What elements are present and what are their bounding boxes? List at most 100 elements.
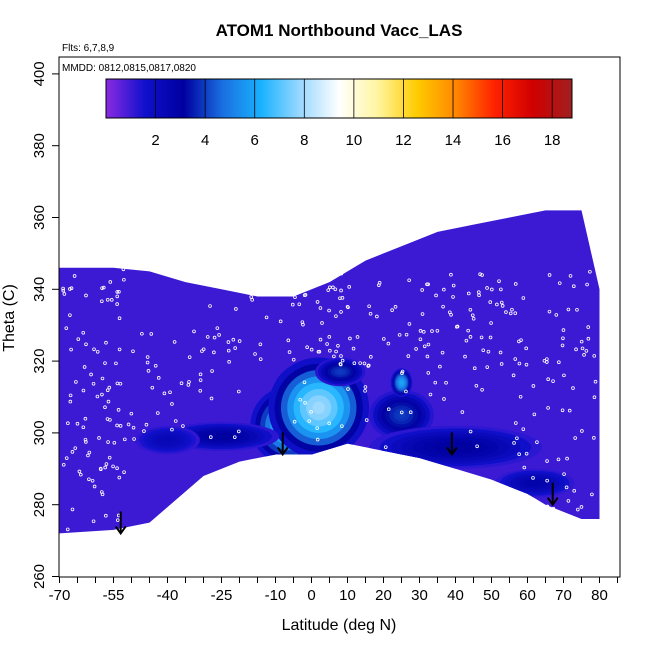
sample-point [150,385,155,390]
sample-point [105,297,110,302]
sample-point [339,271,344,276]
sample-point [132,437,136,441]
sample-points [61,267,598,532]
sample-point [490,287,494,292]
sample-point [315,426,319,430]
x-tick-label: 50 [483,587,500,604]
sample-point [95,349,100,354]
sample-point [99,467,103,471]
sample-point [480,273,484,277]
sample-point [68,287,72,291]
sample-point [325,342,329,346]
sample-point [472,366,477,371]
sample-point [566,499,571,503]
sample-point [522,465,527,470]
sample-point [531,384,536,388]
sample-point [115,518,120,522]
sample-point [69,286,74,291]
sample-point [320,321,324,325]
sample-point [551,506,556,511]
sample-point [470,313,475,318]
x-axis: -70 -55 -40 -25 -10 0 10 20 30 40 50 60 70 80 [49,577,618,604]
sample-point [326,288,331,292]
sample-point [309,409,313,414]
sample-point [105,388,110,393]
sample-point [117,475,122,480]
sample-point [499,300,504,305]
sample-point [535,440,539,444]
sample-point [212,350,216,355]
sample-point [62,292,67,296]
sample-point [422,344,427,349]
sample-point [407,278,411,283]
sample-point [327,308,331,313]
sample-point [580,429,584,433]
sample-point [107,385,112,390]
y-axis: 260 280 300 320 340 360 380 400 [31,61,59,589]
sample-point [366,364,371,368]
sample-point [89,372,93,377]
sample-point [298,397,302,402]
sample-point [474,383,479,388]
sample-point [328,285,332,290]
sample-point [407,322,412,326]
sample-point [574,347,578,352]
sample-point [340,296,345,300]
sample-point [140,331,144,336]
y-tick-label: 260 [31,564,48,589]
sample-point [404,389,408,394]
sample-point [420,312,425,316]
sample-point [101,285,106,290]
sample-point [210,369,214,373]
sample-point [327,421,331,426]
sample-point [451,295,455,299]
sample-point [114,361,118,366]
sample-point [584,349,589,353]
sample-point [70,507,75,512]
sample-point [105,417,110,421]
sample-point [572,284,576,288]
sample-point [364,418,369,422]
plot-frame [58,56,621,578]
sample-point [421,330,426,334]
sample-point [100,376,105,381]
sample-point [426,282,430,287]
sample-point [149,332,154,336]
sample-point [519,338,523,342]
sample-point [103,465,107,470]
sample-point [567,408,572,413]
sample-point [156,411,160,415]
sample-point [499,287,503,292]
sample-point [375,314,379,319]
sample-point [579,339,584,344]
sample-point [471,316,476,321]
sample-point [86,453,90,458]
sample-point [508,311,513,316]
sample-point [103,361,107,365]
sample-point [339,354,343,358]
sample-point [517,452,521,457]
sample-point [488,300,493,304]
sample-point [351,346,356,351]
y-tick-label: 380 [31,133,48,158]
sample-point [187,355,192,359]
heatmap-cell [312,401,326,415]
sample-point [162,391,167,396]
sample-point [84,342,88,347]
sample-point [92,484,97,489]
sample-point [521,296,526,300]
sample-point [592,395,597,400]
sample-point [236,429,241,434]
sample-point [117,289,121,294]
sample-point [215,326,220,330]
colorbar-tick-label: 8 [300,132,308,149]
sample-point [73,446,78,450]
sample-point [511,373,516,378]
sample-point [301,278,306,283]
sample-point [332,354,336,359]
sample-point [449,272,453,277]
sample-point [115,290,120,294]
y-tick-label: 360 [31,205,48,230]
colorbar-tick-label: 6 [251,132,259,149]
sample-point [523,500,527,505]
